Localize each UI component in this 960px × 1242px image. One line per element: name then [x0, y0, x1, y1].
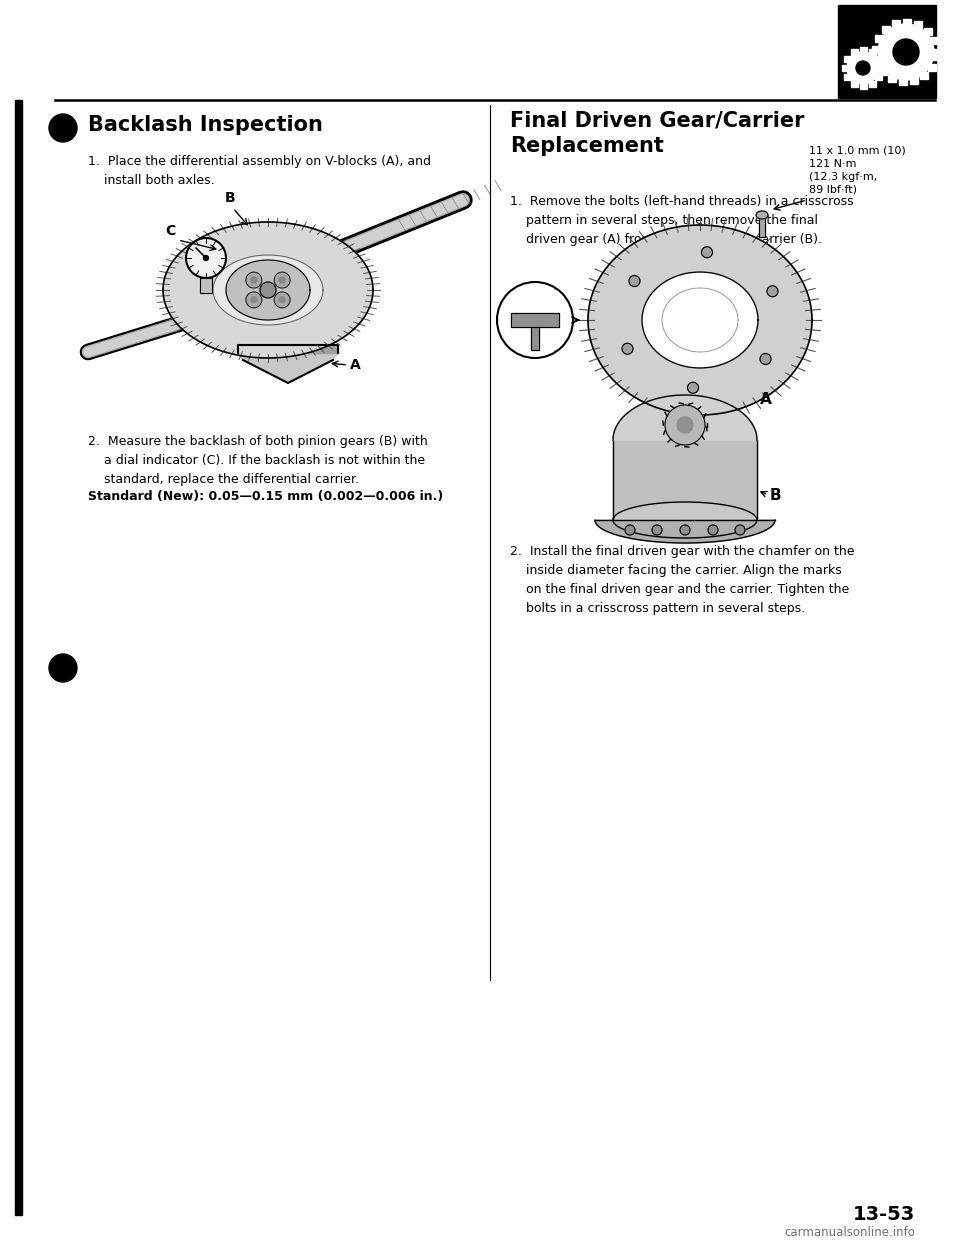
Text: A: A	[350, 358, 361, 373]
Circle shape	[687, 383, 699, 394]
FancyBboxPatch shape	[882, 26, 890, 34]
Circle shape	[246, 292, 262, 308]
Circle shape	[629, 276, 640, 287]
FancyBboxPatch shape	[851, 50, 857, 56]
Ellipse shape	[756, 211, 768, 219]
Circle shape	[251, 297, 257, 303]
FancyBboxPatch shape	[872, 46, 880, 53]
Bar	[531, 327, 539, 350]
Text: 11 x 1.0 mm (10)
121 N·m
(12.3 kgf·m,
89 lbf·ft): 11 x 1.0 mm (10) 121 N·m (12.3 kgf·m, 89…	[809, 145, 905, 195]
Circle shape	[767, 286, 778, 297]
Text: Standard (New): 0.05—0.15 mm (0.002—0.006 in.): Standard (New): 0.05—0.15 mm (0.002—0.00…	[88, 491, 444, 503]
Circle shape	[665, 405, 705, 445]
Text: B: B	[770, 488, 781, 503]
Circle shape	[204, 256, 208, 261]
Polygon shape	[613, 502, 757, 520]
Bar	[200, 278, 212, 293]
Circle shape	[49, 114, 77, 142]
FancyBboxPatch shape	[888, 75, 896, 82]
Circle shape	[680, 525, 690, 535]
FancyBboxPatch shape	[932, 48, 940, 56]
FancyBboxPatch shape	[874, 58, 881, 65]
FancyBboxPatch shape	[892, 20, 900, 27]
Circle shape	[652, 525, 662, 535]
Circle shape	[275, 292, 290, 308]
FancyBboxPatch shape	[930, 37, 938, 45]
FancyBboxPatch shape	[903, 19, 911, 26]
Circle shape	[893, 39, 919, 65]
FancyBboxPatch shape	[877, 65, 884, 71]
FancyBboxPatch shape	[914, 21, 923, 29]
Polygon shape	[226, 260, 310, 320]
Bar	[15, 101, 22, 1215]
Circle shape	[251, 277, 257, 283]
FancyBboxPatch shape	[875, 35, 883, 42]
FancyBboxPatch shape	[928, 63, 936, 71]
Circle shape	[878, 24, 934, 79]
Circle shape	[49, 655, 77, 682]
FancyBboxPatch shape	[899, 78, 907, 86]
FancyBboxPatch shape	[876, 75, 882, 79]
FancyBboxPatch shape	[932, 52, 940, 60]
FancyBboxPatch shape	[844, 75, 851, 79]
Text: B: B	[225, 191, 235, 205]
Text: Final Driven Gear/Carrier: Final Driven Gear/Carrier	[510, 111, 804, 130]
Text: A: A	[760, 392, 772, 407]
Polygon shape	[588, 225, 812, 415]
Text: 1.  Remove the bolts (left-hand threads) in a crisscross
    pattern in several : 1. Remove the bolts (left-hand threads) …	[510, 195, 853, 246]
Polygon shape	[595, 520, 775, 543]
Bar	[531, 327, 539, 350]
Circle shape	[279, 297, 285, 303]
Circle shape	[497, 282, 573, 358]
Bar	[759, 215, 765, 237]
Polygon shape	[238, 353, 338, 383]
Polygon shape	[163, 222, 373, 358]
FancyBboxPatch shape	[842, 65, 849, 71]
Polygon shape	[238, 345, 338, 353]
FancyBboxPatch shape	[859, 47, 867, 53]
FancyBboxPatch shape	[869, 50, 876, 56]
Circle shape	[275, 272, 290, 288]
FancyBboxPatch shape	[859, 83, 867, 89]
FancyBboxPatch shape	[851, 81, 857, 87]
FancyBboxPatch shape	[921, 72, 928, 79]
Text: Backlash Inspection: Backlash Inspection	[88, 116, 323, 135]
Text: 2.  Install the final driven gear with the chamfer on the
    inside diameter fa: 2. Install the final driven gear with th…	[510, 545, 854, 615]
Circle shape	[702, 247, 712, 258]
Circle shape	[625, 525, 635, 535]
Bar	[511, 313, 559, 327]
Text: 2.  Measure the backlash of both pinion gears (B) with
    a dial indicator (C).: 2. Measure the backlash of both pinion g…	[88, 435, 428, 486]
Text: Replacement: Replacement	[510, 137, 664, 156]
Text: 13-53: 13-53	[852, 1206, 915, 1225]
Text: carmanualsonline.info: carmanualsonline.info	[784, 1226, 915, 1238]
Text: 1.  Place the differential assembly on V-blocks (A), and
    install both axles.: 1. Place the differential assembly on V-…	[88, 155, 431, 188]
Polygon shape	[642, 272, 758, 368]
Polygon shape	[613, 502, 757, 538]
FancyBboxPatch shape	[879, 68, 887, 75]
FancyBboxPatch shape	[876, 56, 882, 62]
Circle shape	[856, 61, 870, 75]
FancyBboxPatch shape	[844, 56, 851, 62]
Polygon shape	[613, 440, 757, 520]
Polygon shape	[213, 255, 323, 325]
Circle shape	[760, 354, 771, 364]
FancyBboxPatch shape	[924, 27, 931, 35]
Circle shape	[677, 417, 693, 433]
FancyBboxPatch shape	[910, 77, 919, 84]
Bar	[511, 313, 559, 327]
Bar	[200, 278, 212, 293]
Circle shape	[246, 272, 262, 288]
Circle shape	[186, 238, 226, 278]
Polygon shape	[613, 395, 757, 440]
Text: C: C	[165, 224, 175, 238]
FancyBboxPatch shape	[869, 81, 876, 87]
Bar	[838, 5, 936, 98]
Circle shape	[260, 282, 276, 298]
Circle shape	[279, 277, 285, 283]
Circle shape	[708, 525, 718, 535]
Circle shape	[622, 343, 633, 354]
Circle shape	[735, 525, 745, 535]
Polygon shape	[613, 502, 757, 520]
Bar	[759, 215, 765, 237]
Circle shape	[847, 52, 879, 84]
